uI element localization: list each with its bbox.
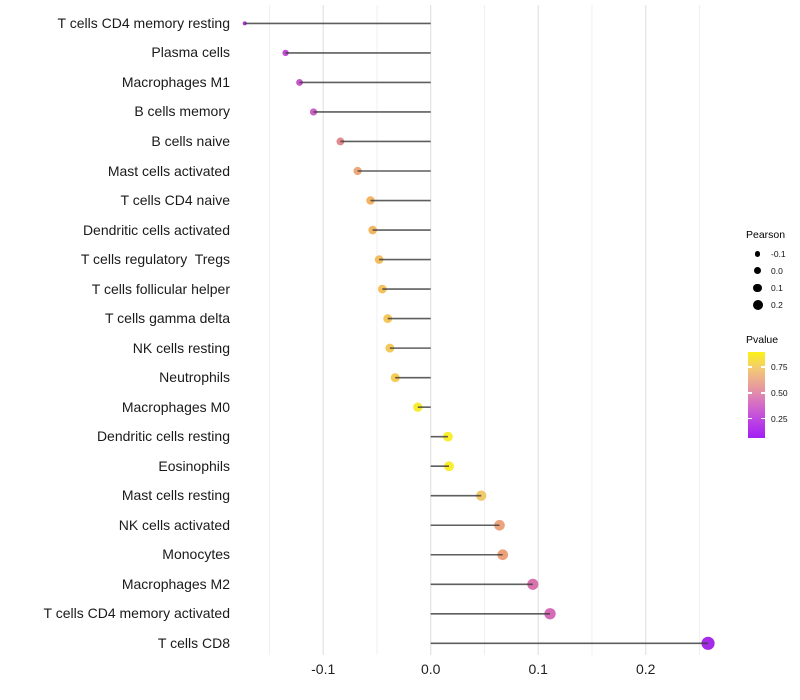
pvalue-gradient-tick [760, 392, 765, 394]
pvalue-gradient-bar [748, 352, 765, 438]
legend-size-label: 0.0 [771, 265, 783, 276]
y-axis-label: NK cells resting [132, 339, 230, 356]
legend-size-dot [752, 300, 763, 311]
pvalue-gradient-tick [760, 417, 765, 420]
y-axis-label: Dendritic cells resting [96, 428, 230, 445]
lollipop-dot [353, 166, 362, 176]
y-axis-label: B cells memory [134, 103, 230, 120]
y-axis-label: T cells follicular helper [91, 280, 230, 297]
legend-size-label: 0.1 [771, 283, 783, 294]
pvalue-tick-label: 0.50 [771, 387, 788, 398]
x-axis-tick-label: 0.0 [420, 661, 441, 677]
lollipop-dot [476, 490, 487, 501]
pvalue-tick-label: 0.25 [771, 413, 788, 424]
legend-size-dot [754, 250, 761, 257]
y-axis-label: Monocytes [162, 546, 230, 563]
y-axis-label: T cells gamma delta [104, 310, 230, 327]
legend-size-dot [753, 283, 762, 293]
pvalue-tick-label: 0.75 [771, 361, 788, 372]
y-axis-label: Mast cells resting [121, 487, 230, 504]
y-axis-label: Plasma cells [151, 44, 230, 61]
y-axis-label: T cells CD8 [157, 634, 230, 651]
y-axis-label: Mast cells activated [107, 162, 230, 179]
y-axis-label: B cells naive [151, 132, 230, 149]
y-axis-label: T cells CD4 naive [120, 192, 230, 209]
x-axis-tick-label: 0.1 [528, 661, 548, 677]
y-axis-label: T cells CD4 memory activated [43, 605, 230, 622]
y-axis-label: NK cells activated [118, 516, 230, 533]
y-axis-label: Dendritic cells activated [82, 221, 230, 238]
y-axis-label: T cells CD4 memory resting [57, 14, 230, 31]
y-axis-label: T cells regulatory Tregs [80, 251, 230, 268]
legend-size-dot [753, 267, 762, 275]
legend-color-title: Pvalue [746, 334, 779, 346]
legend-size-label: 0.2 [771, 300, 783, 311]
pvalue-gradient-tick [760, 366, 765, 368]
legend-size-label: -0.1 [771, 248, 786, 259]
pvalue-gradient-tick [748, 417, 752, 420]
pvalue-gradient-tick [748, 366, 752, 368]
legend-size-title: Pearson [746, 229, 786, 241]
y-axis-label: Macrophages M2 [121, 575, 230, 592]
y-axis-label: Macrophages M1 [121, 73, 230, 90]
y-axis-label: Eosinophils [158, 457, 230, 474]
y-axis-label: Neutrophils [159, 369, 230, 386]
x-axis-tick-label: -0.1 [311, 661, 336, 677]
x-axis-tick-label: 0.2 [635, 661, 656, 677]
y-axis-label: Macrophages M0 [121, 398, 230, 415]
pvalue-gradient-tick [748, 392, 752, 394]
